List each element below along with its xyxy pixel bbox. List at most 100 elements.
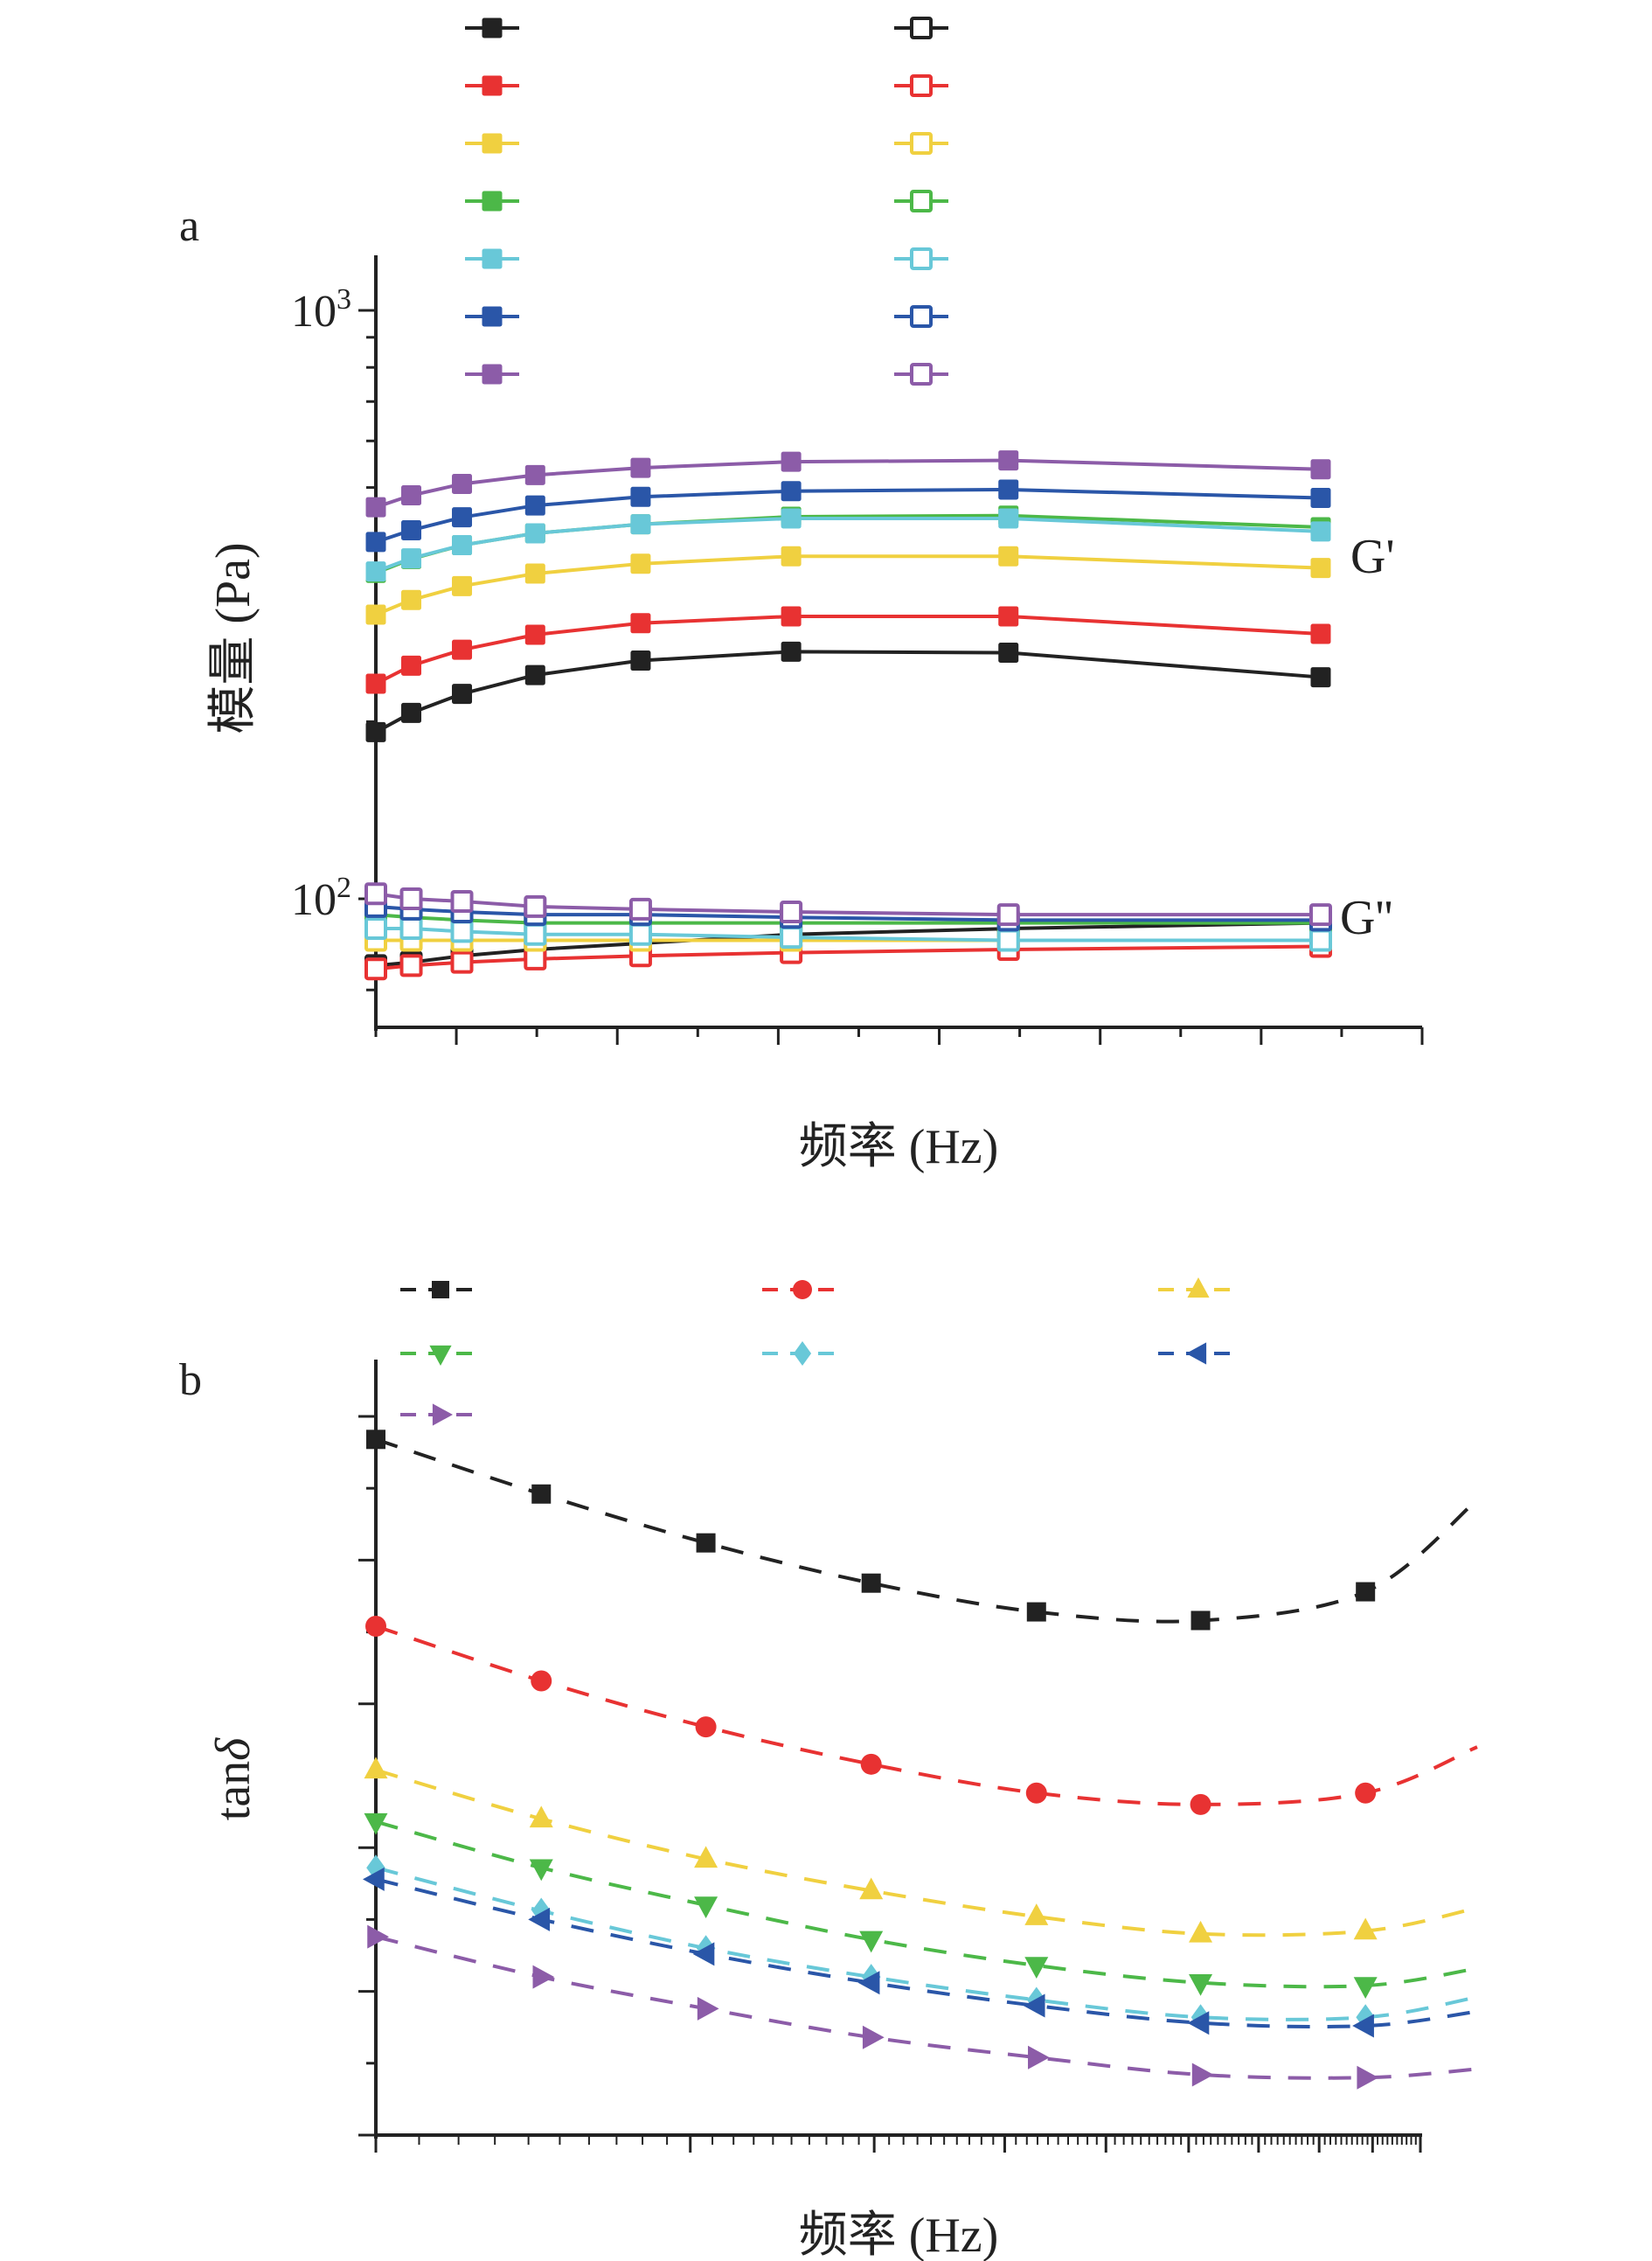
data-point [781,546,802,567]
data-point [694,1896,718,1918]
legend-item-12-mmol-l-g-gp [465,248,519,269]
series-line [375,892,1321,917]
data-point [452,575,473,596]
filled-square-marker-icon [482,364,503,385]
data-point [1353,1977,1378,2000]
data-point [452,684,473,705]
panel-b-legend [400,1277,1239,1426]
series-20-mmol-l-g-gp [365,450,1331,518]
data-point [1189,1920,1213,1943]
data-point [1310,488,1331,509]
filled-square-marker-icon [482,75,503,96]
data-point [694,1846,718,1868]
fit-curve [375,1624,1478,1806]
diamond-marker-icon [793,1341,812,1366]
legend-item-0-mmol-l-g-gp [465,17,519,38]
data-point [1310,623,1331,644]
data-point [630,650,651,671]
panel-b-y-axis-title: tanδ [206,1737,260,1820]
data-point [399,887,423,910]
data-point [692,1942,715,1966]
data-point [401,484,422,505]
series-line [375,458,1322,509]
data-point [452,474,473,495]
data-point [452,507,473,528]
data-point [628,897,652,921]
data-point [528,1907,550,1931]
y-tick-exponent: 2 [337,872,351,904]
data-point [452,639,473,660]
tan-text: tan [206,1761,260,1820]
data-point [529,1859,553,1882]
data-point [365,673,386,694]
legend-item-6-mmol-l-g-gp [465,133,519,154]
y-tick-label: 102 [291,872,351,925]
data-point [695,1716,717,1738]
open-square-marker-icon [910,190,933,212]
data-point [781,451,802,472]
data-point [450,889,474,913]
open-square-marker-icon [910,363,933,386]
data-point [524,523,545,544]
legend-item-6-mmol-l-g-gpp [894,132,948,155]
series-6-mmol-l-g-gp [365,546,1331,625]
data-point [781,641,802,662]
series-line [375,554,1322,616]
data-point [532,1965,555,1989]
data-point [531,1670,552,1692]
data-point [1187,2011,1210,2035]
series-15-mmol-l-g-gp [365,479,1331,553]
square-marker-icon [432,1281,449,1298]
delta-symbol: δ [206,1737,260,1761]
open-square-marker-icon [910,132,933,155]
data-point [524,563,545,584]
data-point [1191,2063,1214,2087]
series-3-mmol-l [365,1616,1478,1815]
data-point [366,1430,385,1450]
data-point [1190,1793,1211,1815]
legend-item-9-mmol-l [400,1345,481,1366]
series-9-mmol-l [364,1812,1478,2000]
data-point [857,1971,880,1995]
legend-item-9-mmol-l-g-gpp [894,190,948,212]
series-line [375,614,1322,685]
data-point [364,1812,388,1835]
data-point [996,929,1020,952]
data-point [365,721,386,742]
data-point [1310,459,1331,480]
series-15-mmol-l [363,1867,1478,2038]
series-12-mmol-l [366,1854,1478,2031]
filled-square-marker-icon [482,248,503,269]
data-point [998,546,1019,567]
data-point [364,957,387,981]
data-point [531,1484,552,1504]
data-point [998,642,1019,663]
data-point [696,1533,716,1553]
legend-item-12-mmol-l [762,1341,843,1366]
data-point [365,532,386,553]
data-point [450,920,474,943]
data-point [524,922,547,946]
data-point [998,479,1019,500]
data-point [529,1805,553,1828]
data-point [1310,558,1331,579]
data-point [399,954,423,977]
data-point [859,1877,884,1900]
legend-item-3-mmol-l-g-gp [465,75,519,96]
legend-item-15-mmol-l [1158,1342,1239,1365]
legend-item-6-mmol-l [1158,1277,1239,1298]
series-20-mmol-l-g-gpp [364,882,1332,927]
data-point [998,606,1019,627]
y-tick-label: 103 [291,283,351,337]
legend-item-0-mmol-l [400,1281,481,1298]
g-double-prime-label: G'' [1340,891,1393,945]
data-point [998,508,1019,529]
data-point [998,450,1019,471]
triangle-up-marker-icon [1187,1277,1210,1298]
data-point [781,606,802,627]
y-tick-exponent: 3 [337,283,351,316]
data-point [401,702,422,723]
fit-curve [375,1935,1478,2080]
